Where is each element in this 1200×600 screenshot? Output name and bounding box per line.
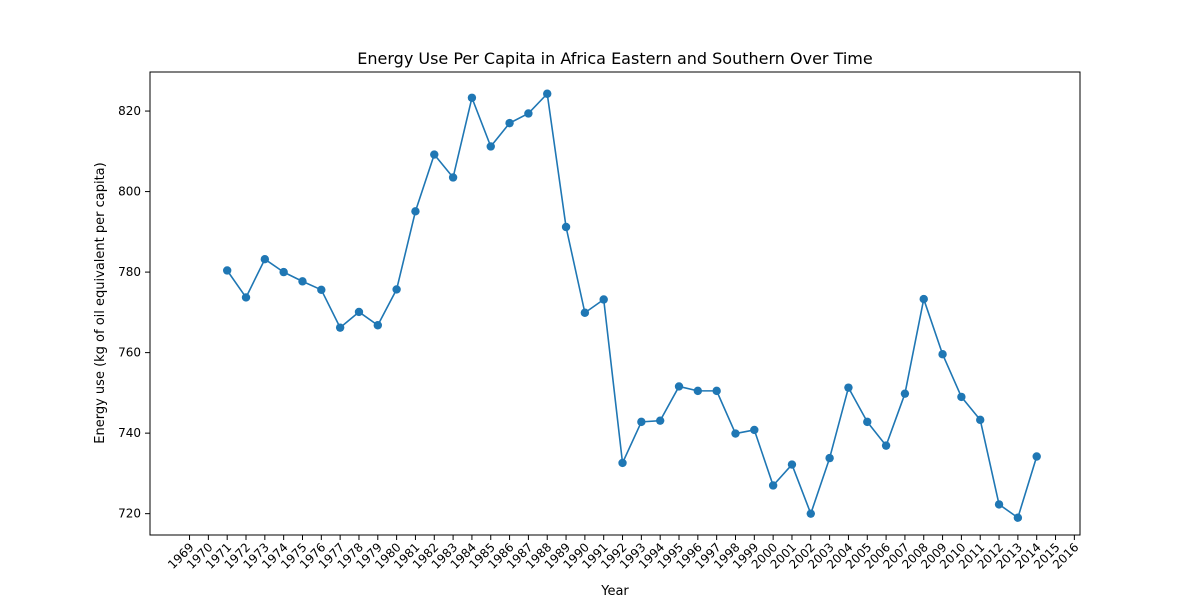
data-point <box>900 389 910 398</box>
data-point <box>222 266 232 275</box>
chart-title: Energy Use Per Capita in Africa Eastern … <box>357 49 872 68</box>
data-point <box>298 277 307 286</box>
plot-area-frame <box>149 71 1081 536</box>
data-point <box>580 308 590 317</box>
x-axis: 1969197019711972197319741975197619771978… <box>165 535 1081 572</box>
data-point <box>392 285 401 294</box>
series-layer <box>222 89 1041 522</box>
data-point <box>411 207 420 216</box>
y-tick-label: 760 <box>118 346 141 360</box>
data-point <box>561 222 571 232</box>
data-point <box>844 383 853 392</box>
data-point <box>768 481 778 490</box>
data-point <box>655 416 665 425</box>
data-point <box>354 307 364 317</box>
data-point <box>373 321 382 330</box>
data-point <box>1013 513 1023 522</box>
y-axis: 720 740 760 780 800 820 <box>118 104 150 521</box>
y-tick-label: 780 <box>118 265 141 279</box>
y-tick-label: 720 <box>118 507 141 521</box>
data-point <box>279 267 288 277</box>
data-point <box>486 142 495 151</box>
data-point <box>938 350 947 359</box>
data-point <box>976 415 985 425</box>
y-axis-label: Energy use (kg of oil equivalent per cap… <box>93 162 108 443</box>
data-point <box>994 500 1004 509</box>
data-point <box>317 285 326 295</box>
data-point <box>787 460 797 469</box>
series-line <box>226 92 1038 519</box>
data-point <box>863 417 872 427</box>
y-tick-label: 800 <box>118 185 141 199</box>
data-point <box>919 294 928 304</box>
data-point <box>806 509 815 518</box>
data-point <box>241 293 251 302</box>
data-point <box>524 109 533 118</box>
data-point <box>750 425 759 435</box>
data-point <box>543 89 552 98</box>
data-point <box>260 255 270 264</box>
data-point <box>881 441 891 450</box>
data-point <box>674 382 684 391</box>
data-point <box>825 453 834 463</box>
data-point <box>599 295 608 304</box>
data-point <box>430 150 439 159</box>
data-point <box>505 118 514 128</box>
data-point <box>618 458 627 468</box>
y-tick-label: 820 <box>118 104 141 118</box>
y-tick-label: 740 <box>118 426 141 440</box>
data-point <box>637 417 646 427</box>
data-point <box>712 386 721 396</box>
data-point <box>448 173 458 182</box>
x-axis-label: Year <box>600 584 629 599</box>
data-point <box>693 386 703 396</box>
data-point <box>1032 452 1041 461</box>
data-point <box>731 429 740 438</box>
data-point <box>957 392 966 402</box>
data-point <box>335 323 345 332</box>
data-point <box>467 93 477 102</box>
